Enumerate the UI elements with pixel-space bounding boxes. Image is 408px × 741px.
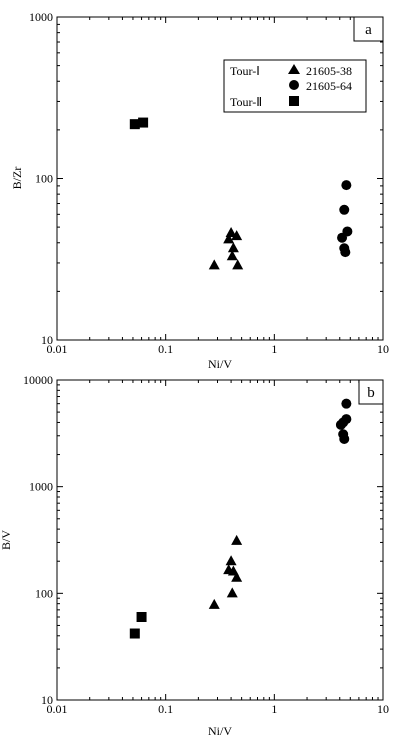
y-tick-label-b: 1000 [29, 480, 53, 494]
y-tick-label-a: 1000 [29, 10, 53, 24]
data-point-circle [335, 419, 346, 430]
data-point-square [129, 119, 140, 130]
data-point-triangle [226, 587, 238, 598]
data-point-triangle [226, 250, 238, 261]
panel-label-box-a [353, 16, 384, 42]
legend-entry-21605-38: 21605-38 [306, 64, 352, 78]
legend: Tour-Ⅰ 21605-38 21605-64 Tour-Ⅱ [223, 59, 367, 113]
data-point-square [138, 117, 149, 128]
data-point-square [136, 611, 147, 622]
data-point-triangle [223, 233, 235, 244]
data-point-triangle [231, 534, 243, 545]
panel-label-a: a [365, 22, 372, 38]
legend-entry-21605-64: 21605-64 [306, 79, 352, 93]
y-axis-label-a: B/Zr [10, 167, 24, 190]
data-point-triangle [208, 259, 220, 270]
legend-square-marker [289, 96, 299, 106]
plot-frame-b [56, 379, 384, 701]
data-point-triangle [225, 555, 237, 566]
y-tick-label-b: 100 [35, 586, 53, 600]
data-point-triangle [231, 571, 243, 582]
data-point-triangle [225, 226, 237, 237]
panel-a: 0.01 0.1 1 10 10 100 1000 a Tour-Ⅰ 21605-38 21… [10, 10, 389, 371]
data-point-triangle [227, 242, 239, 253]
x-tick-label-a: 0.1 [158, 342, 173, 356]
data-point-triangle [208, 598, 220, 609]
y-tick-label-a: 100 [35, 172, 53, 186]
legend-triangle-marker [288, 64, 300, 74]
y-tick-label-b: 10000 [23, 373, 53, 387]
data-point-square [129, 628, 140, 639]
legend-group-tour-1: Tour-Ⅰ [230, 64, 260, 78]
panel-label-box-b [358, 379, 384, 405]
y-axis-label-b: B/V [0, 530, 13, 550]
legend-group-tour-2: Tour-Ⅱ [230, 95, 262, 109]
x-tick-label-a: 1 [271, 342, 277, 356]
y-tick-label-b: 10 [41, 693, 53, 707]
x-tick-label-b: 10 [377, 702, 389, 716]
y-tick-label-a: 10 [41, 333, 53, 347]
legend-circle-marker [289, 80, 299, 90]
x-tick-label-b: 0.1 [158, 702, 173, 716]
data-point-circle [339, 204, 350, 215]
data-point-circle [341, 398, 352, 409]
panel-b: 0.01 0.1 1 10 10 100 1000 10000 b Ni/V B/V [0, 373, 389, 738]
data-point-triangle [231, 230, 243, 241]
data-point-circle [337, 232, 348, 243]
x-axis-label-a: Ni/V [208, 357, 232, 371]
x-axis-label-b: Ni/V [208, 724, 232, 738]
x-tick-label-a: 10 [377, 342, 389, 356]
data-point-circle [340, 247, 351, 258]
data-point-circle [341, 180, 352, 191]
data-point-circle [339, 433, 350, 444]
x-tick-label-b: 1 [271, 702, 277, 716]
panel-label-b: b [367, 385, 375, 401]
x-tick-label-a: 0.01 [47, 342, 68, 356]
x-tick-label-b: 0.01 [47, 702, 68, 716]
data-point-triangle [232, 259, 244, 270]
